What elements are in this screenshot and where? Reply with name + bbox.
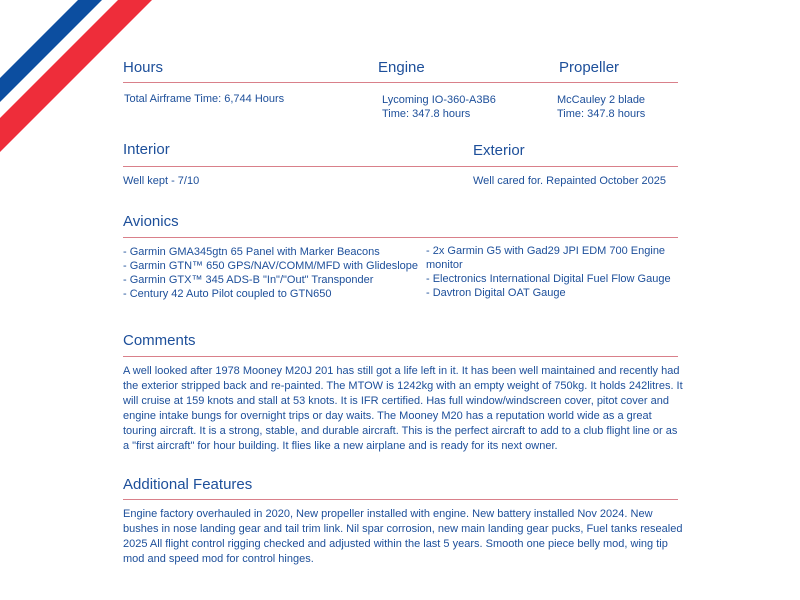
interior-heading: Interior (123, 141, 170, 158)
engine-time: Time: 347.8 hours (382, 108, 471, 120)
propeller-model: McCauley 2 blade (557, 94, 646, 106)
avionics-item: - Garmin GTX™ 345 ADS-B "In"/"Out" Trans… (123, 274, 374, 286)
engine-heading: Engine (378, 59, 425, 76)
divider (123, 499, 678, 500)
avionics-item: - Garmin GTN™ 650 GPS/NAV/COMM/MFD with … (123, 260, 419, 272)
interior-value: Well kept - 7/10 (123, 175, 200, 187)
avionics-right-list: - 2x Garmin G5 with Gad29 JPI EDM 700 En… (426, 244, 681, 300)
corner-stripes-decoration (0, 0, 152, 152)
avionics-left-list: - Garmin GMA345gtn 65 Panel with Marker … (123, 245, 418, 301)
exterior-value: Well cared for. Repainted October 2025 (473, 175, 667, 187)
avionics-item: - Garmin GMA345gtn 65 Panel with Marker … (123, 246, 380, 258)
exterior-heading: Exterior (473, 142, 525, 159)
engine-model: Lycoming IO-360-A3B6 (382, 94, 496, 106)
divider (123, 356, 678, 357)
avionics-item: - Century 42 Auto Pilot coupled to GTN65… (123, 288, 332, 300)
additional-features-text: Engine factory overhauled in 2020, New p… (123, 508, 683, 565)
red-stripe (0, 0, 152, 152)
avionics-item: - Davtron Digital OAT Gauge (426, 287, 566, 299)
propeller-heading: Propeller (559, 59, 620, 76)
blue-stripe (0, 0, 102, 102)
propeller-time: Time: 347.8 hours (557, 108, 646, 120)
hours-heading: Hours (123, 59, 164, 76)
divider (123, 82, 678, 83)
avionics-item: - Electronics International Digital Fuel… (426, 273, 671, 285)
comments-text: A well looked after 1978 Mooney M20J 201… (123, 365, 683, 452)
additional-features-heading: Additional Features (123, 476, 253, 493)
divider (123, 166, 678, 167)
comments-heading: Comments (123, 332, 196, 349)
avionics-item: - 2x Garmin G5 with Gad29 JPI EDM 700 En… (426, 245, 666, 271)
hours-value: Total Airframe Time: 6,744 Hours (124, 93, 285, 105)
divider (123, 237, 678, 238)
avionics-heading: Avionics (123, 213, 179, 230)
